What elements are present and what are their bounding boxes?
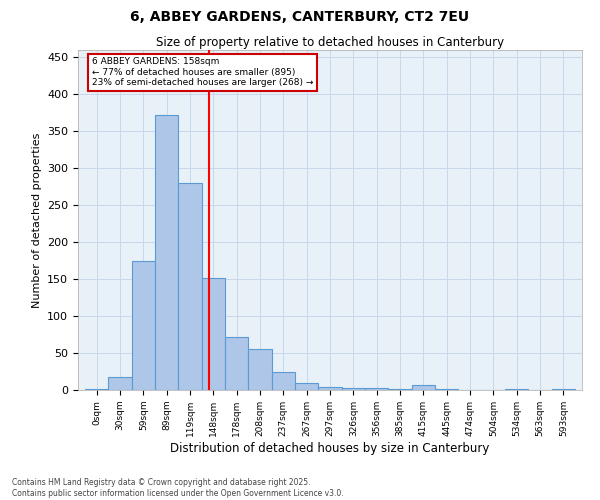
Bar bbox=[272, 372, 295, 390]
Bar bbox=[131, 260, 155, 390]
Bar bbox=[365, 388, 388, 390]
Bar bbox=[319, 387, 341, 390]
Bar bbox=[178, 183, 202, 390]
Bar bbox=[85, 388, 109, 390]
Bar bbox=[248, 350, 272, 390]
X-axis label: Distribution of detached houses by size in Canterbury: Distribution of detached houses by size … bbox=[170, 442, 490, 454]
Text: Contains HM Land Registry data © Crown copyright and database right 2025.
Contai: Contains HM Land Registry data © Crown c… bbox=[12, 478, 344, 498]
Bar bbox=[202, 278, 225, 390]
Title: Size of property relative to detached houses in Canterbury: Size of property relative to detached ho… bbox=[156, 36, 504, 49]
Text: 6, ABBEY GARDENS, CANTERBURY, CT2 7EU: 6, ABBEY GARDENS, CANTERBURY, CT2 7EU bbox=[130, 10, 470, 24]
Bar bbox=[295, 384, 319, 390]
Y-axis label: Number of detached properties: Number of detached properties bbox=[32, 132, 41, 308]
Bar bbox=[225, 337, 248, 390]
Bar bbox=[109, 378, 131, 390]
Bar bbox=[412, 385, 435, 390]
Text: 6 ABBEY GARDENS: 158sqm
← 77% of detached houses are smaller (895)
23% of semi-d: 6 ABBEY GARDENS: 158sqm ← 77% of detache… bbox=[92, 58, 313, 87]
Bar bbox=[341, 388, 365, 390]
Bar bbox=[155, 115, 178, 390]
